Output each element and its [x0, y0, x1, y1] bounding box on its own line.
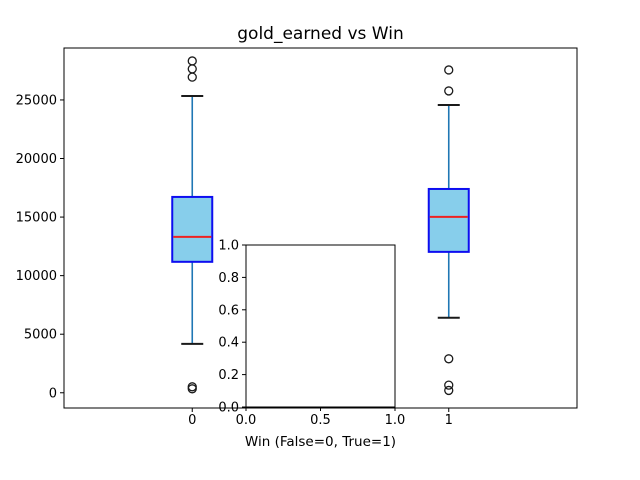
inset-x-tick-label: 0.0 [236, 413, 257, 428]
outlier-marker [187, 72, 197, 82]
inset-x-tick-label: 1.0 [385, 413, 406, 428]
outlier-marker [444, 65, 454, 75]
outlier-marker [187, 64, 197, 74]
outlier-marker [187, 56, 197, 66]
outlier-marker [444, 380, 454, 390]
inset-axes-frame [245, 244, 396, 408]
inset-y-tick-label: 0.2 [218, 368, 239, 383]
inset-y-tick-label: 0.0 [218, 401, 239, 416]
chart-render-root: 0 5000 10000 15000 20000 25000 0 1 0.0 0.2 0.4 0.6 0… [16, 47, 578, 428]
outlier-marker [444, 385, 454, 396]
box-1 [427, 187, 470, 253]
y-tick-label: 5000 [24, 328, 57, 343]
chart-title: gold_earned vs Win [237, 24, 403, 44]
outlier-marker [187, 384, 197, 394]
inset-y-tick-label: 0.4 [218, 336, 239, 351]
y-tick-label: 15000 [16, 211, 57, 226]
inset-y-tick-label: 0.8 [218, 271, 239, 286]
inset-x-tick-label: 0.5 [310, 413, 331, 428]
outlier-marker [444, 86, 454, 96]
box-0 [171, 195, 214, 263]
outlier-marker [444, 354, 454, 364]
x-tick-label: 1 [445, 413, 453, 428]
x-tick-label: 0 [188, 413, 196, 428]
inset-y-tick-label: 1.0 [218, 239, 239, 254]
y-tick-label: 0 [49, 386, 57, 401]
y-tick-label: 25000 [16, 93, 57, 108]
y-tick-label: 20000 [16, 152, 57, 167]
x-axis-label: Win (False=0, True=1) [245, 434, 396, 450]
inset-y-tick-label: 0.6 [218, 303, 239, 318]
y-tick-label: 10000 [16, 269, 57, 284]
